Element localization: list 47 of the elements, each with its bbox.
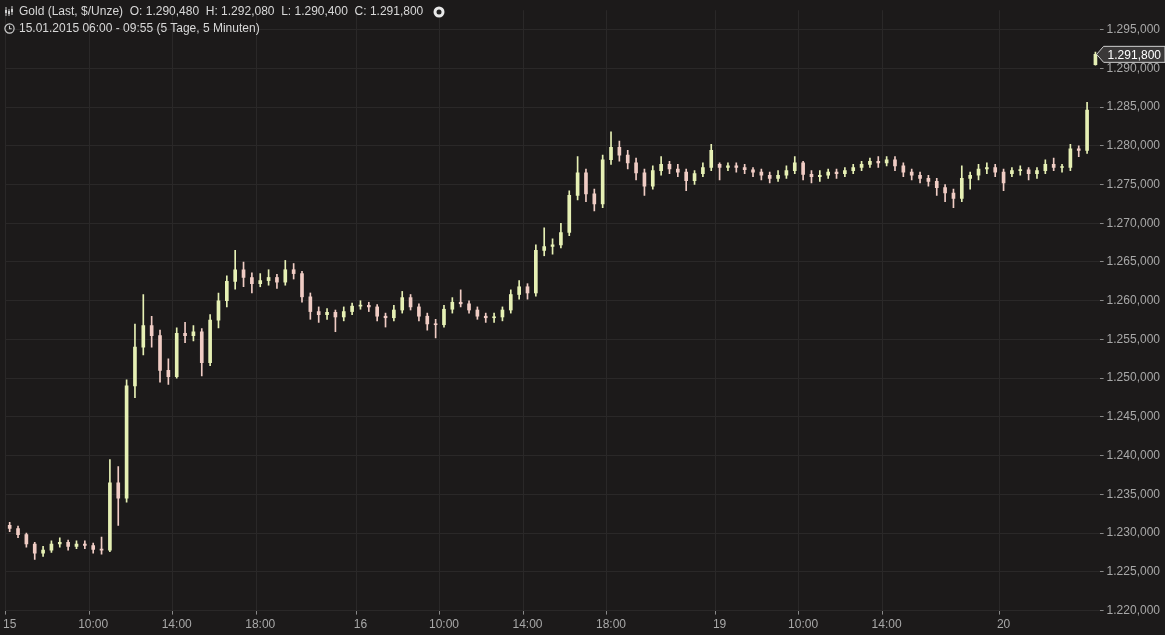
y-tick-label: 1.295,000 [1106, 21, 1161, 36]
candlestick [968, 171, 972, 190]
y-tick-label: 1.235,000 [1106, 486, 1161, 501]
candlestick [57, 537, 62, 548]
candlestick [483, 312, 488, 323]
x-tick-label: 14:00 [871, 617, 902, 632]
x-tick-label: 10:00 [78, 617, 109, 632]
candlestick [183, 322, 187, 343]
candlestick [458, 289, 463, 308]
y-tick-label: 1.240,000 [1106, 447, 1161, 462]
candlestick [726, 162, 730, 171]
y-tick-label: 1.230,000 [1106, 525, 1161, 540]
candlestick [985, 162, 989, 174]
y-tick-label: 1.290,000 [1106, 60, 1161, 75]
y-tick-label: 1.280,000 [1106, 138, 1161, 153]
x-tick-label: 18:00 [596, 617, 627, 632]
text: 15.01.2015 06:00 - 09:55 (5 Tage, 5 Minuten) [19, 20, 260, 37]
candlestick [1076, 145, 1081, 157]
x-tick-label: 19 [712, 617, 727, 632]
x-tick-label: 20 [996, 617, 1011, 632]
x-tick-label: 10:00 [788, 617, 819, 632]
y-tick-label: 1.220,000 [1106, 602, 1161, 617]
x-tick-label: 16 [353, 617, 368, 632]
candlestick [734, 162, 739, 173]
y-tick-label: 1.260,000 [1106, 293, 1161, 308]
y-tick-label: 1.270,000 [1106, 215, 1161, 230]
candlestick [542, 227, 547, 257]
y-tick-label: 1.245,000 [1106, 409, 1161, 424]
candlestick [876, 156, 881, 168]
x-tick-label: 18:00 [245, 617, 276, 632]
candlestick [325, 308, 329, 320]
text: 1.291,800 [1107, 47, 1162, 62]
candlestick [1018, 165, 1023, 176]
y-tick-label: 1.225,000 [1106, 564, 1161, 579]
y-tick-label: 1.275,000 [1106, 176, 1161, 191]
x-tick-label: 14:00 [512, 617, 543, 632]
y-tick-label: 1.250,000 [1106, 370, 1161, 385]
y-tick-label: 1.265,000 [1106, 254, 1161, 269]
y-tick-label: 1.255,000 [1106, 331, 1161, 346]
candlestick [366, 301, 371, 312]
chart-title: Gold (Last, $/Unze) O: 1.290,480 H: 1.292,080 L: 1.290,400 C: 1.291,800 [19, 3, 424, 20]
y-tick-label: 1.285,000 [1106, 99, 1161, 114]
x-tick-label: 15 [2, 617, 17, 632]
candlestick [817, 170, 822, 182]
candlestick [492, 312, 496, 323]
x-tick-label: 14:00 [161, 617, 193, 632]
x-tick-label: 10:00 [428, 617, 460, 632]
